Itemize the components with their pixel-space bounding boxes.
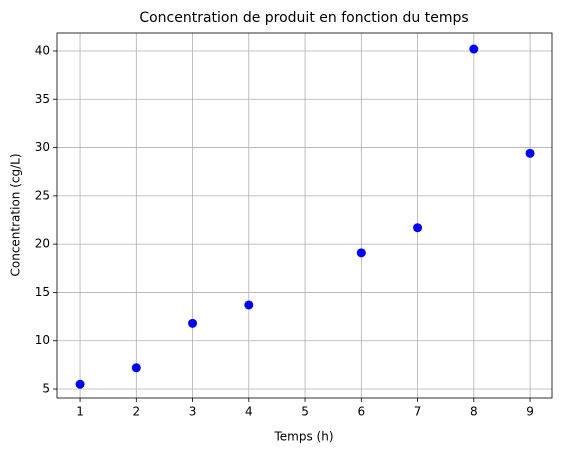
plot-frame: [56, 32, 553, 399]
point: [131, 363, 141, 373]
point: [525, 148, 535, 158]
x-axis-label: Temps (h): [273, 430, 333, 444]
x-tick-label: 4: [245, 405, 253, 419]
y-tick-label: 25: [35, 188, 50, 202]
x-tick-label: 1: [76, 405, 84, 419]
y-axis-label: Concentration (cg/L): [9, 153, 23, 276]
y-tick-label: 35: [35, 92, 50, 106]
y-tick-label: 5: [42, 382, 50, 396]
x-tick-label: 5: [301, 405, 309, 419]
y-tick-label: 20: [35, 237, 50, 251]
x-tick-label: 2: [132, 405, 140, 419]
point: [413, 223, 423, 233]
x-tick-label: 6: [357, 405, 365, 419]
point: [188, 318, 198, 328]
point: [75, 379, 85, 389]
y-tick-label: 10: [35, 333, 50, 347]
x-tick-label: 7: [414, 405, 422, 419]
point: [244, 300, 254, 310]
x-tick-label: 3: [189, 405, 197, 419]
chart-title: Concentration de produit en fonction du …: [139, 10, 468, 26]
x-tick-label: 8: [470, 405, 478, 419]
y-tick-label: 30: [35, 140, 50, 154]
point: [356, 248, 366, 258]
x-tick-label: 9: [526, 405, 534, 419]
y-tick-label: 15: [35, 285, 50, 299]
y-tick-label: 40: [35, 43, 50, 57]
point: [469, 44, 479, 54]
